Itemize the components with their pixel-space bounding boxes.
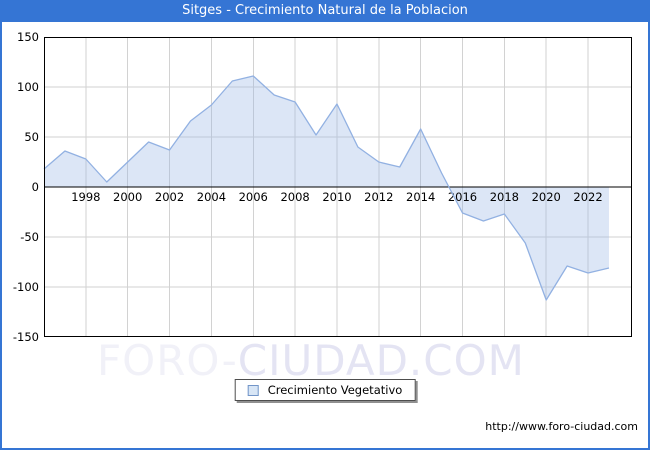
x-tick-label: 2008 [280,190,309,204]
legend: Crecimiento Vegetativo [234,379,416,401]
y-tick-label: -100 [13,280,39,294]
x-tick-label: 2020 [532,190,561,204]
x-tick-label: 2016 [448,190,477,204]
x-tick-label: 2018 [490,190,519,204]
x-tick-label: 2014 [406,190,435,204]
chart-title: Sitges - Crecimiento Natural de la Pobla… [182,3,468,18]
x-tick-label: 2002 [155,190,184,204]
y-tick-label: -150 [13,330,39,344]
x-tick-label: 2010 [322,190,351,204]
x-tick-label: 2004 [197,190,226,204]
legend-label: Crecimiento Vegetativo [267,383,403,397]
y-tick-label: 50 [24,130,39,144]
x-tick-label: 2006 [239,190,268,204]
area-fill [44,76,609,300]
title-bar: Sitges - Crecimiento Natural de la Pobla… [0,0,650,22]
x-tick-label: 2000 [113,190,142,204]
y-tick-label: 150 [17,30,39,44]
x-tick-label: 2012 [364,190,393,204]
x-tick-label: 2022 [573,190,602,204]
plot-border [44,37,632,337]
footer-url: http://www.foro-ciudad.com [485,420,638,433]
trend-line [43,75,610,301]
x-tick-label: 1998 [71,190,100,204]
legend-marker-icon [247,384,259,396]
y-tick-label: 100 [17,80,39,94]
y-tick-label: 0 [32,180,39,194]
y-tick-label: -50 [20,230,39,244]
